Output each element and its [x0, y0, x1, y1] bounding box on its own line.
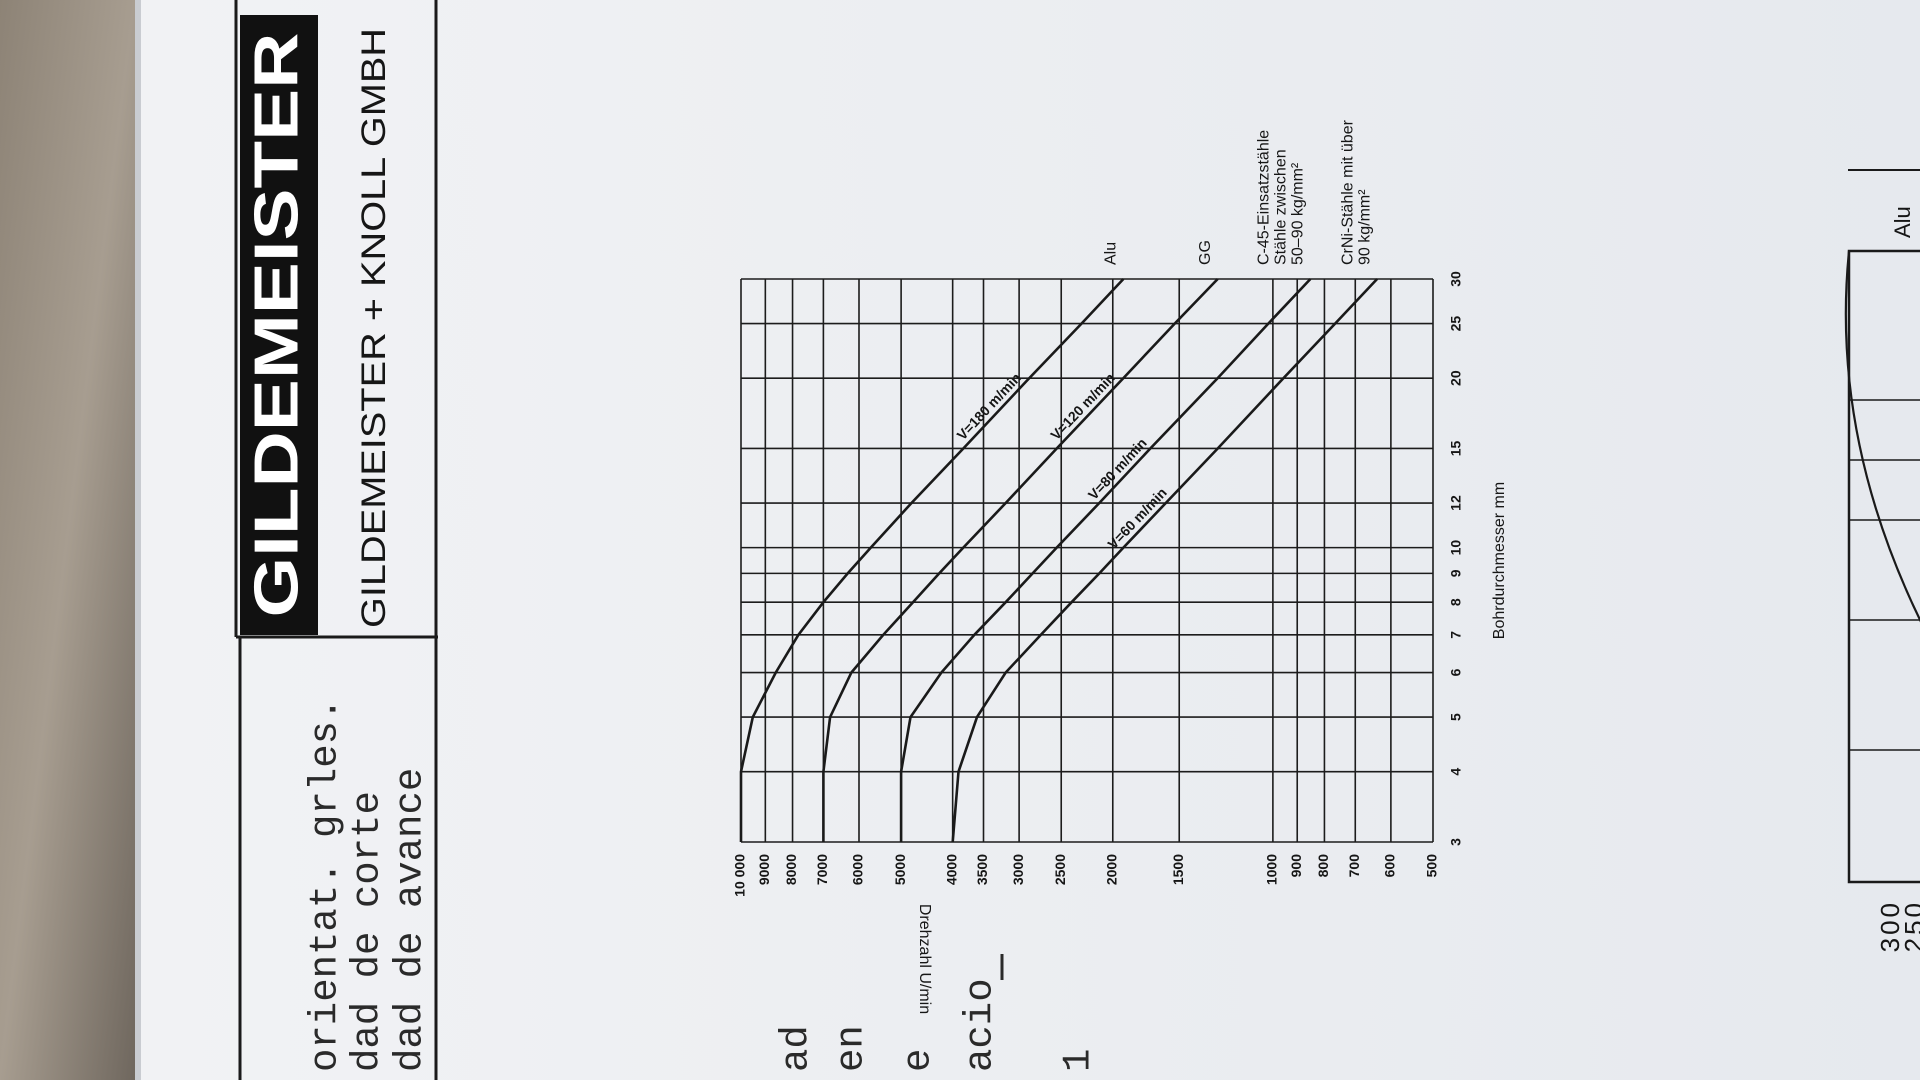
fragment-tick-label: 250 — [1899, 900, 1920, 952]
fragment-label: Alu — [1890, 206, 1915, 238]
x-tick-label: 4 — [1448, 768, 1464, 776]
x-tick-label: 15 — [1448, 440, 1464, 456]
material-label: 50–90 kg/mm² — [1290, 162, 1307, 265]
y-tick-label: 7000 — [814, 854, 830, 885]
speed-curve — [899, 278, 1312, 842]
y-tick-label: 2500 — [1052, 854, 1068, 885]
text-fragment: ad — [774, 1025, 818, 1072]
x-tick-label: 20 — [1448, 370, 1464, 386]
speed-curve — [951, 278, 1379, 843]
text-fragment: 1 — [1056, 1049, 1100, 1072]
material-label: Stähle zwischen — [1273, 149, 1290, 265]
speed-curve — [822, 278, 1219, 842]
y-tick-label: 2000 — [1103, 854, 1119, 885]
logo: GILDEMEISTER — [242, 33, 311, 618]
paper-edge — [135, 0, 141, 1080]
x-tick-label: 9 — [1448, 569, 1464, 577]
y-tick-label: 5000 — [892, 854, 908, 885]
material-label: GG — [1197, 240, 1214, 265]
x-tick-label: 8 — [1448, 598, 1464, 606]
y-tick-label: 1500 — [1170, 854, 1186, 885]
y-tick-label: 3000 — [1010, 854, 1026, 885]
y-axis-label: Drehzahl U/min — [916, 904, 933, 1014]
material-label: Alu — [1103, 242, 1120, 265]
x-tick-label: 10 — [1448, 540, 1464, 556]
x-tick-label: 6 — [1448, 668, 1464, 676]
text-fragment: dad de corte — [345, 791, 389, 1072]
text-fragment: orientat. grles. — [303, 698, 347, 1072]
y-tick-label: 10 000 — [732, 854, 748, 897]
x-tick-label: 12 — [1448, 495, 1464, 511]
material-label: 90 kg/mm² — [1356, 189, 1373, 265]
fragment-tick-label: 300 — [1875, 900, 1905, 952]
y-tick-label: 800 — [1315, 854, 1331, 878]
y-tick-label: 6000 — [850, 854, 866, 885]
x-axis-label: Bohrdurchmesser mm — [1491, 482, 1508, 639]
company-name: GILDEMEISTER + KNOLL GMBH — [355, 28, 393, 628]
fragment-frame — [1847, 249, 1920, 884]
text-fragment: e — [896, 1049, 940, 1072]
y-tick-label: 900 — [1288, 854, 1304, 878]
logo-box — [240, 15, 318, 635]
x-tick-label: 30 — [1448, 271, 1464, 287]
x-tick-label: 5 — [1448, 713, 1464, 721]
text-fragment: dad de avance — [388, 768, 432, 1072]
y-tick-label: 4000 — [943, 854, 959, 885]
material-label: CrNi-Stähle mit über — [1339, 119, 1356, 265]
x-tick-label: 25 — [1448, 316, 1464, 332]
y-tick-label: 8000 — [783, 854, 799, 885]
x-tick-label: 3 — [1448, 838, 1464, 846]
speed-curve — [739, 278, 1125, 842]
text-fragment: acio — [958, 978, 1002, 1072]
fragment-curve — [1844, 250, 1920, 631]
y-tick-label: 3500 — [974, 854, 990, 885]
y-tick-label: 500 — [1424, 854, 1440, 878]
rotated-page: GILDEMEISTER GILDEMEISTER + KNOLL GMBH o… — [234, 0, 1920, 1080]
y-tick-label: 9000 — [756, 854, 772, 885]
y-tick-label: 600 — [1382, 854, 1398, 878]
material-label: C-45-Einsatzstähle — [1256, 130, 1273, 265]
stone-background — [0, 0, 135, 1080]
y-tick-label: 1000 — [1264, 854, 1280, 885]
y-tick-label: 700 — [1346, 854, 1362, 878]
x-tick-label: 7 — [1448, 631, 1464, 639]
text-fragment: en — [829, 1025, 873, 1072]
